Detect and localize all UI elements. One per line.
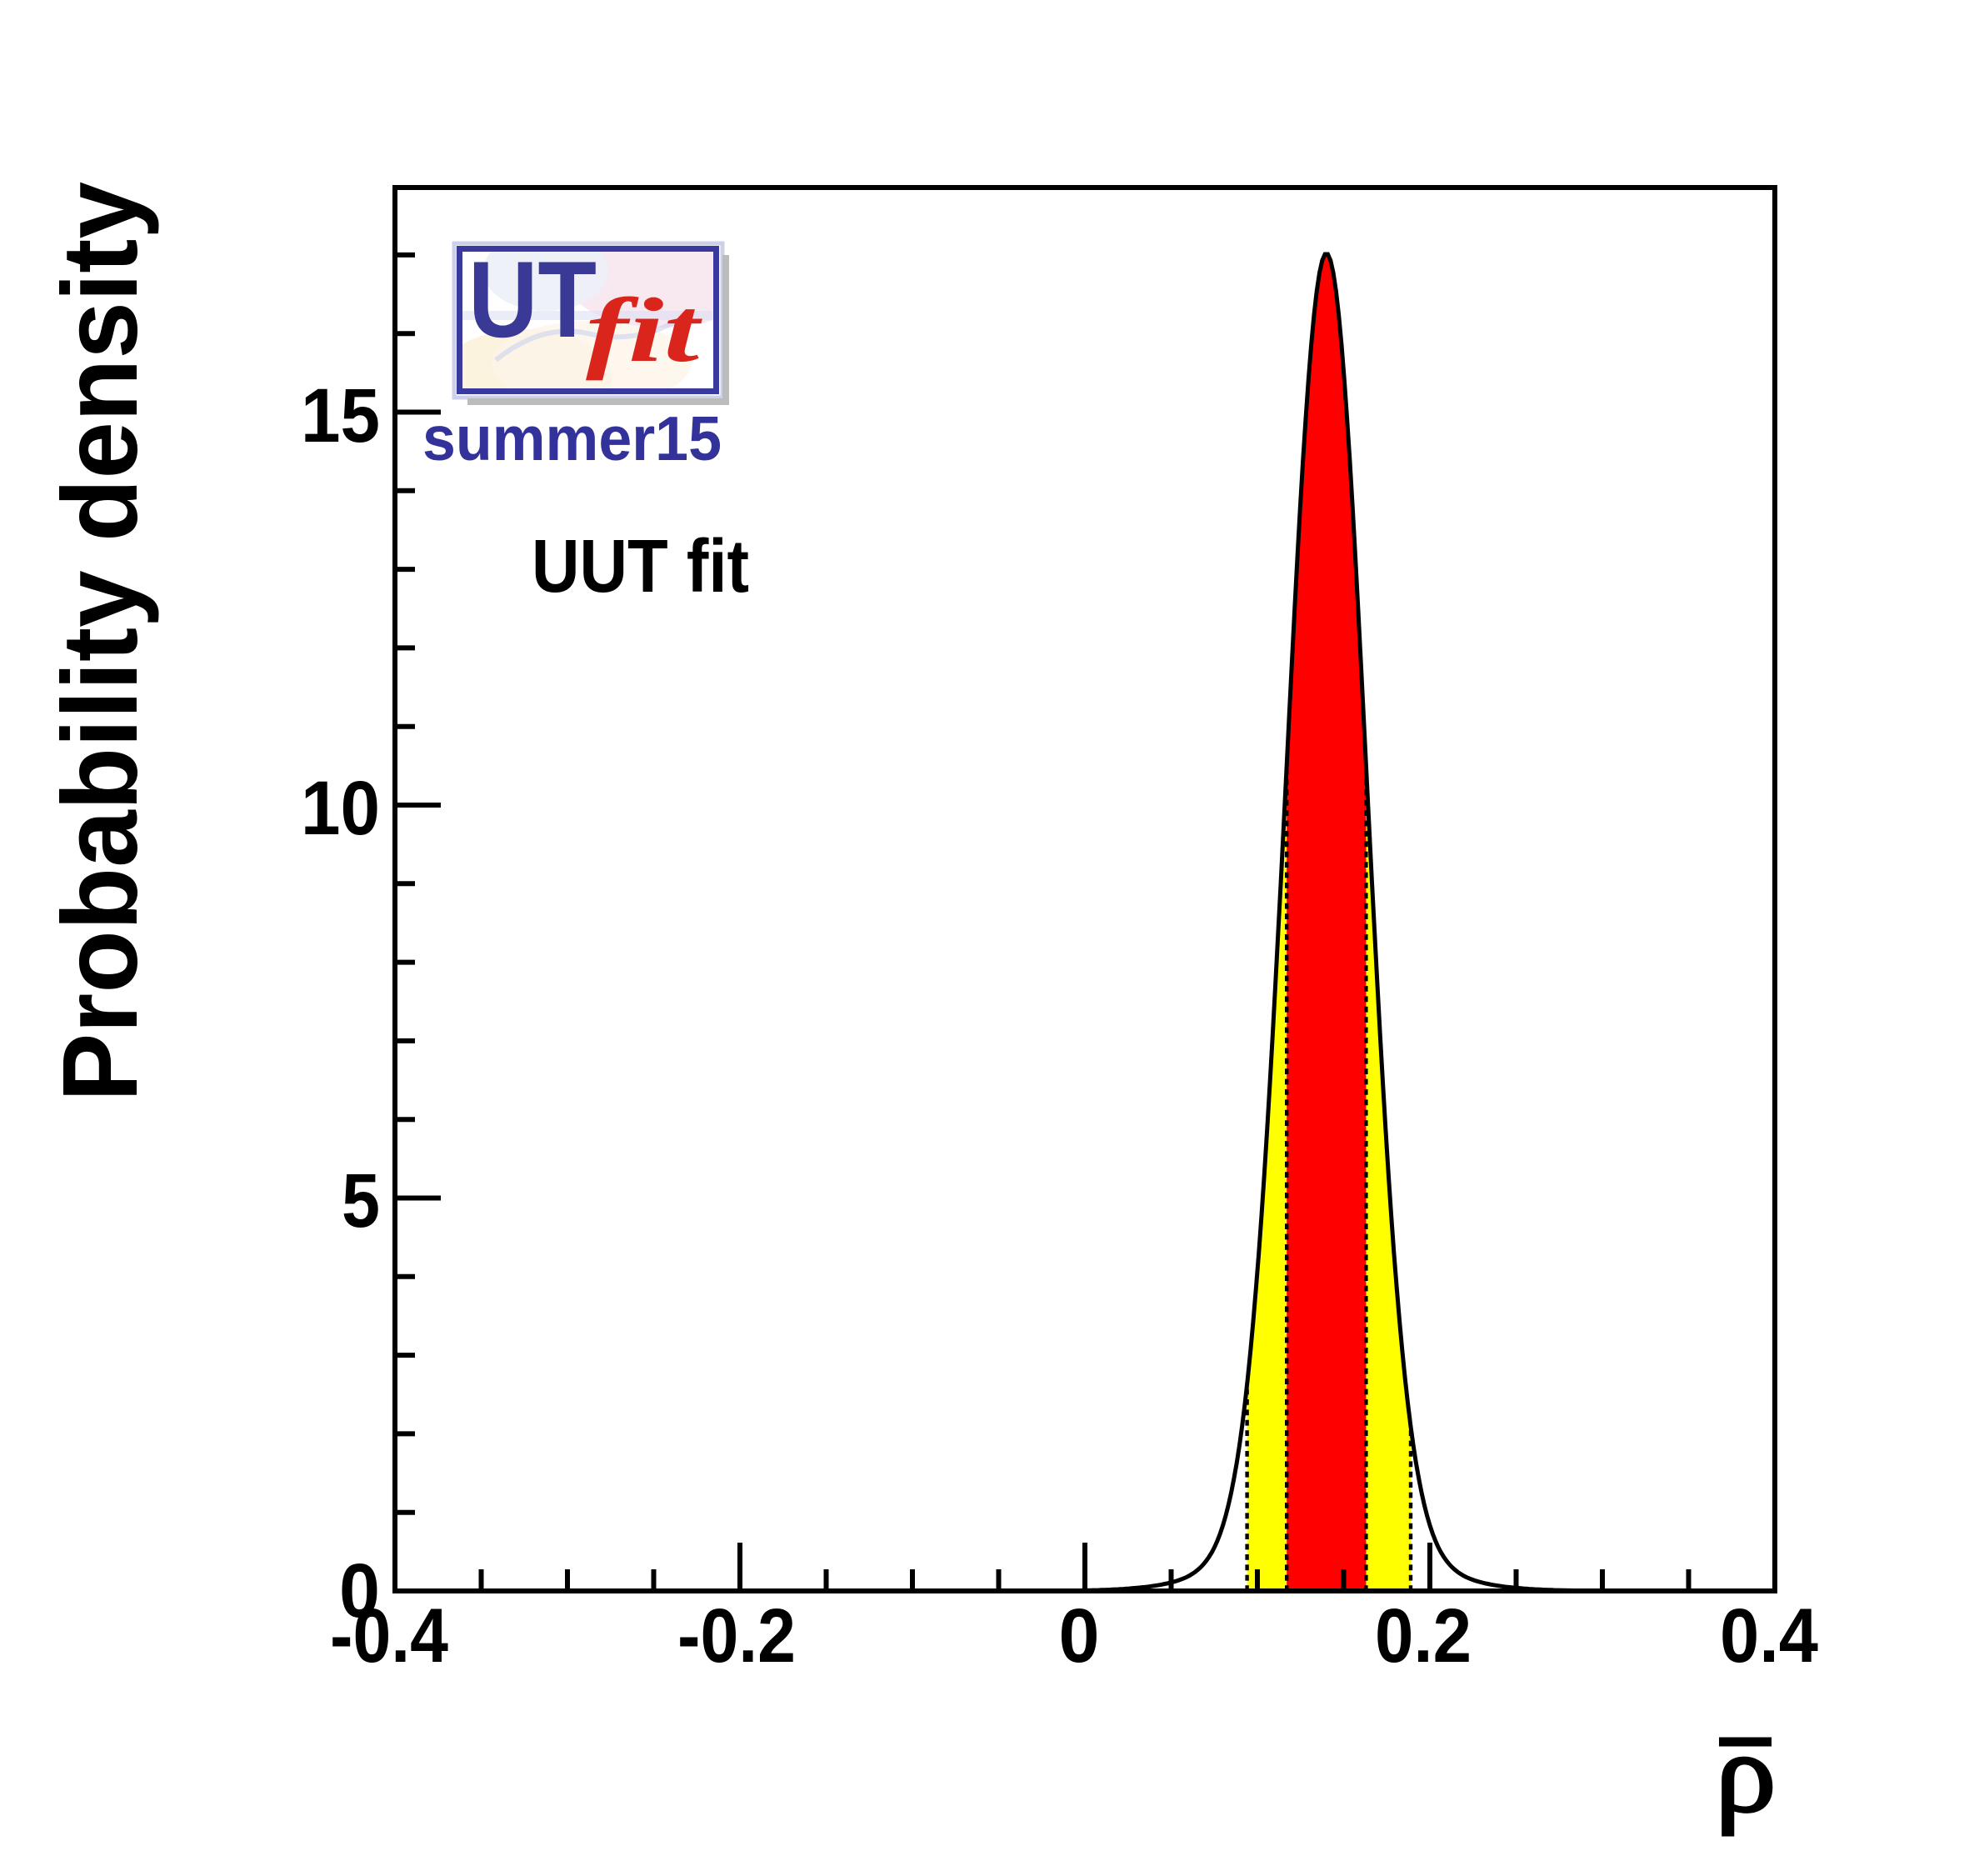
svg-text:10: 10 [301,766,380,851]
svg-text:0: 0 [1059,1593,1100,1678]
svg-text:summer15: summer15 [422,403,722,473]
svg-text:0: 0 [339,1548,380,1633]
svg-text:5: 5 [342,1158,380,1243]
svg-text:-0.4: -0.4 [330,1593,448,1678]
svg-text:UT: UT [468,238,597,360]
svg-text:UUT fit: UUT fit [532,525,749,608]
svg-text:-0.2: -0.2 [677,1593,796,1678]
svg-text:ρ: ρ [1715,1710,1776,1836]
svg-text:fit: fit [586,279,703,381]
svg-text:0.4: 0.4 [1720,1593,1818,1678]
svg-text:15: 15 [301,373,380,458]
svg-text:Probability density: Probability density [41,182,160,1102]
svg-text:0.2: 0.2 [1375,1593,1472,1678]
